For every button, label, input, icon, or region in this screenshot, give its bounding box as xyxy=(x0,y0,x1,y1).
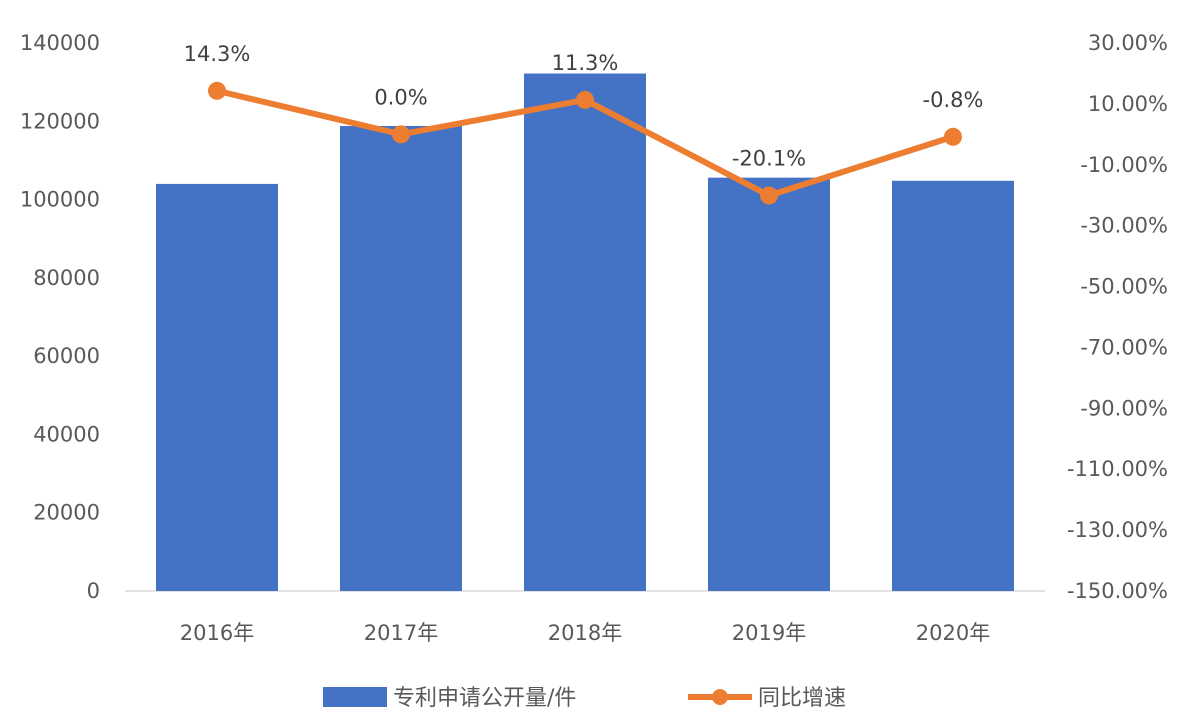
left-axis-tick-label: 80000 xyxy=(33,266,100,290)
x-axis-tick-label: 2019年 xyxy=(732,621,806,645)
left-axis-tick-label: 140000 xyxy=(20,31,100,55)
right-axis-tick-label: -30.00% xyxy=(1080,214,1168,238)
right-axis-tick-label: 10.00% xyxy=(1088,92,1168,116)
x-axis-tick-label: 2018年 xyxy=(548,621,622,645)
x-axis-tick-label: 2017年 xyxy=(364,621,438,645)
legend-bar-swatch xyxy=(323,687,387,707)
line-data-label: 11.3% xyxy=(552,51,619,75)
right-axis-tick-label: -110.00% xyxy=(1067,457,1168,481)
legend: 专利申请公开量/件 同比增速 xyxy=(323,686,846,711)
bar-series xyxy=(156,73,1014,592)
right-axis-tick-label: -50.00% xyxy=(1080,275,1168,299)
left-axis-tick-label: 0 xyxy=(87,579,100,603)
line-data-label: 14.3% xyxy=(184,42,251,66)
right-axis-ticks: -150.00% -130.00% -110.00% -90.00% -70.00% -5… xyxy=(1067,31,1168,603)
line-point xyxy=(944,127,962,146)
right-axis-tick-label: -90.00% xyxy=(1080,396,1168,420)
left-axis-tick-label: 20000 xyxy=(33,501,100,525)
bar xyxy=(524,73,646,591)
left-axis-tick-label: 100000 xyxy=(20,188,100,212)
bar xyxy=(892,180,1014,592)
right-axis-tick-label: -70.00% xyxy=(1080,335,1168,359)
line-point xyxy=(760,186,778,205)
line-point xyxy=(392,125,410,144)
line-data-label: 0.0% xyxy=(374,85,427,109)
line-point xyxy=(576,90,594,109)
left-axis-tick-label: 60000 xyxy=(33,344,100,368)
right-axis-tick-label: -150.00% xyxy=(1067,579,1168,603)
right-axis-tick-label: 30.00% xyxy=(1088,31,1168,55)
left-axis-ticks: 0 20000 40000 60000 80000 100000 120000 140000 xyxy=(20,31,100,603)
line-data-label: -20.1% xyxy=(732,147,806,171)
right-axis-tick-label: -10.00% xyxy=(1080,153,1168,177)
x-axis-tick-label: 2016年 xyxy=(180,621,254,645)
x-axis-ticks: 2016年 2017年 2018年 2019年 2020年 xyxy=(180,621,990,645)
bar xyxy=(340,125,462,592)
x-axis-tick-label: 2020年 xyxy=(916,621,990,645)
legend-bar-label: 专利申请公开量/件 xyxy=(393,686,576,711)
right-axis-tick-label: -130.00% xyxy=(1067,518,1168,542)
left-axis-tick-label: 120000 xyxy=(20,109,100,133)
bar xyxy=(156,183,278,591)
legend-line-label: 同比增速 xyxy=(758,686,846,711)
legend-line-marker xyxy=(712,689,728,705)
line-point xyxy=(208,81,226,100)
bar xyxy=(708,177,830,591)
left-axis-tick-label: 40000 xyxy=(33,422,100,446)
line-data-label: -0.8% xyxy=(923,88,984,112)
line-series: 14.3% 0.0% 11.3% -20.1% -0.8% xyxy=(184,42,984,205)
